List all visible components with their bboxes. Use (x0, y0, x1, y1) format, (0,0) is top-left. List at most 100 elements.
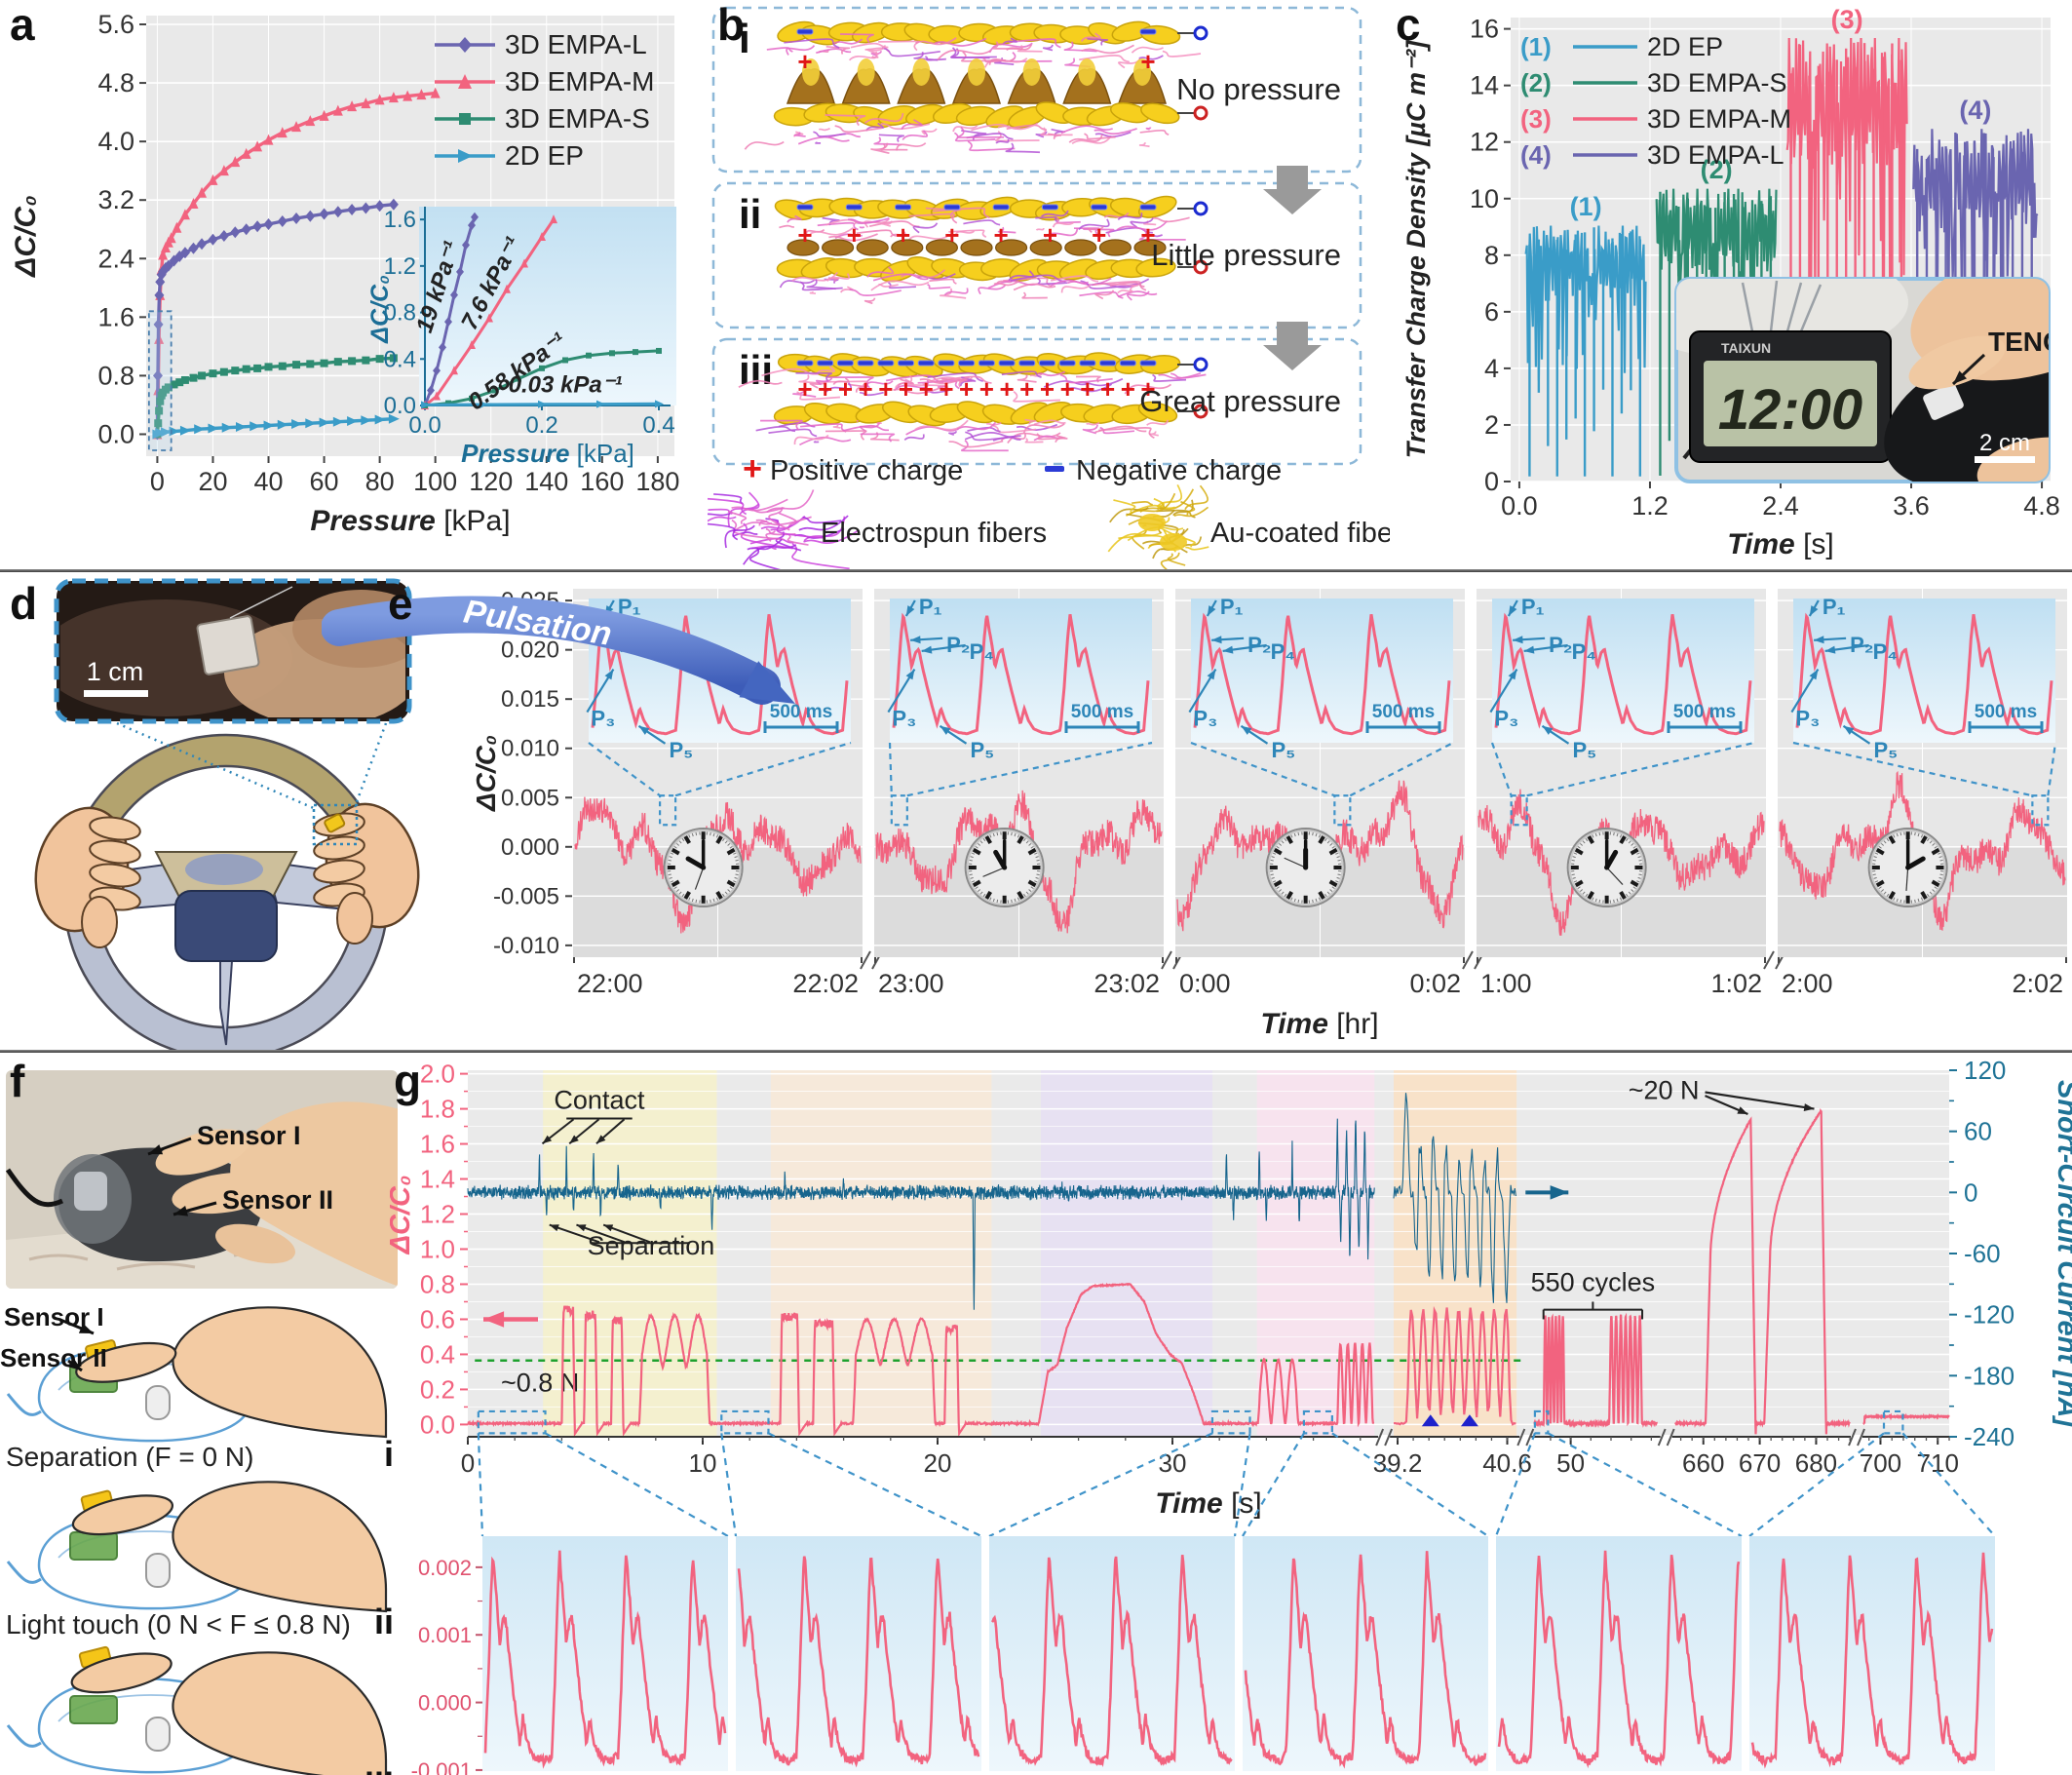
a-ytick: 0.8 (97, 361, 134, 390)
e-xtick-start: 22:00 (577, 969, 643, 998)
gold-mound-flat (1064, 239, 1097, 256)
arrowhead (595, 1135, 606, 1144)
c-burst-group-(1): (1) (1524, 192, 1647, 477)
gold-mound-flat (1029, 239, 1062, 256)
e-ytick: 0.000 (501, 834, 559, 861)
electrode-pin (1193, 404, 1209, 419)
negative-charge (1018, 360, 1036, 367)
e-zoom-source-box (890, 794, 908, 827)
c-legend-id: (1) (1520, 32, 1552, 61)
gold-mound-flat (960, 239, 993, 256)
c-xlabel: Time [s] (1727, 528, 1833, 560)
f-state-ii: Light touch (0 N < F ≤ 0.8 N) ii (6, 1481, 394, 1641)
e-peak-label: P₅ (1271, 738, 1295, 762)
panel-f-mouse-sensor-illustration: Sensor I Sensor II Sensor I Sensor II Separa… (0, 1055, 409, 1775)
negative-charge (857, 360, 874, 367)
pulsation-arrow-svg: Pulsation (322, 593, 795, 705)
a-inset-series (423, 216, 477, 406)
g-zoom-waveform (737, 1556, 980, 1768)
e-peak-label: P₃ (591, 707, 615, 731)
e-zoom-source-box (2031, 794, 2050, 827)
e-ytick: 0.010 (501, 736, 559, 762)
e-peak-label: P₁ (1521, 595, 1545, 619)
e-peak-label: P₅ (669, 738, 693, 762)
b-state-caption: Little pressure (1151, 238, 1341, 272)
c-legend-label: 3D EMPA-M (1647, 104, 1791, 134)
arrowhead (1207, 605, 1216, 616)
e-peak-label: P₄ (1572, 639, 1596, 664)
pulsation-arrow-overlay: Pulsation (322, 577, 828, 752)
e-xtick-end: 23:02 (1094, 969, 1160, 998)
positive-charge: + (1080, 374, 1094, 404)
clock-icon (663, 828, 744, 907)
g-ytick-right: 60 (1964, 1117, 1992, 1146)
g-xtick: 660 (1682, 1448, 1724, 1478)
a-inset-xtick: 0.0 (408, 412, 441, 439)
gold-mound-flat (787, 239, 820, 256)
b-state-numeral: i (739, 16, 750, 61)
e-inset-waveform (892, 612, 1150, 736)
e-ylabel: ΔC/C₀ (471, 735, 501, 812)
c-legend-id: (3) (1520, 104, 1552, 134)
panel-f-svg: Sensor I Sensor II Sensor I Sensor II Separa… (0, 1070, 398, 1775)
negative-charge (917, 360, 935, 367)
arrowhead (1241, 725, 1252, 735)
g-cycles-label: 550 cycles (1531, 1268, 1656, 1297)
g-ytick-right: -120 (1964, 1300, 2014, 1330)
panel-letter-d: d (10, 578, 38, 629)
e-scalebar-label: 500 ms (1372, 702, 1435, 722)
e-scalebar-label: 500 ms (770, 702, 832, 722)
sensor-2-patch (69, 1531, 118, 1561)
e-pulse-trace (875, 790, 1163, 934)
c-legend: (1) 2D EP (2) 3D EMPA-S (3) 3D EMPA-M (4) 3D EM… (1520, 32, 1791, 170)
b-legend-negative: Negative charge (1076, 455, 1282, 486)
arrowhead (905, 669, 915, 680)
a-legend-label: 3D EMPA-M (505, 66, 655, 96)
g-ytick-left: 1.8 (420, 1095, 455, 1124)
e-zoom-source-box (659, 794, 677, 827)
arrowhead (483, 1311, 505, 1328)
b-state-numeral: ii (739, 191, 761, 237)
f-sensor1-label: Sensor I (197, 1121, 301, 1150)
hand-outline (172, 1306, 388, 1439)
f-state-numeral: i (384, 1434, 394, 1474)
pressure-arrow (1263, 166, 1322, 214)
negative-charge (1139, 204, 1157, 211)
a-ytick: 5.6 (97, 10, 134, 39)
e-ytick: 0.005 (501, 785, 559, 811)
g-zoom-waveform (483, 1550, 727, 1769)
b-state-caption: No pressure (1176, 72, 1341, 106)
e-zoom-source-box (1333, 794, 1352, 827)
a-xtick: 180 (635, 467, 679, 496)
negative-charge (898, 360, 915, 367)
a-ytick: 2.4 (97, 244, 134, 273)
c-inset-content: TAIXUN 12:00 TENG 2 cm (1676, 279, 2049, 482)
g-zoom-inset-6 (1749, 1536, 1995, 1771)
g-ytick-left: 2.0 (420, 1060, 455, 1089)
c-ytick: 2 (1484, 410, 1499, 440)
e-peak-label: P₃ (1193, 707, 1217, 731)
e-xtick-end: 22:02 (792, 969, 859, 998)
g-ytick-left: 0.4 (420, 1339, 455, 1369)
g-zoom-inset-3 (989, 1536, 1235, 1771)
a-ytick: 3.2 (97, 185, 134, 214)
a-inset-xtick: 0.4 (642, 412, 674, 439)
g-xtick: 50 (1556, 1448, 1585, 1478)
panel-c-svg: 0 2 4 6 8 10 12 14 16 0.0 1.2 2.4 3.6 4.8 Transfer Cha… (1401, 5, 2060, 560)
e-peak-label: P₅ (1873, 738, 1898, 762)
g-ylabel-right: Short-Circuit Current [nA] (2052, 1080, 2072, 1428)
positive-charge: + (1092, 220, 1106, 250)
arrowhead (569, 1135, 579, 1144)
positive-charge: + (797, 47, 812, 76)
g-ytick-left: 1.2 (420, 1200, 455, 1229)
negative-charge (998, 360, 1016, 367)
gold-mound-flat (822, 239, 855, 256)
g-zoom-source-box (720, 1409, 770, 1435)
mouse-scroll-wheel (145, 1717, 171, 1752)
panel-letter-c: c (1396, 0, 1421, 50)
g-ytick-left: 0.6 (420, 1304, 455, 1333)
panel-letter-a: a (10, 0, 35, 50)
gold-mound-flat (891, 239, 924, 256)
